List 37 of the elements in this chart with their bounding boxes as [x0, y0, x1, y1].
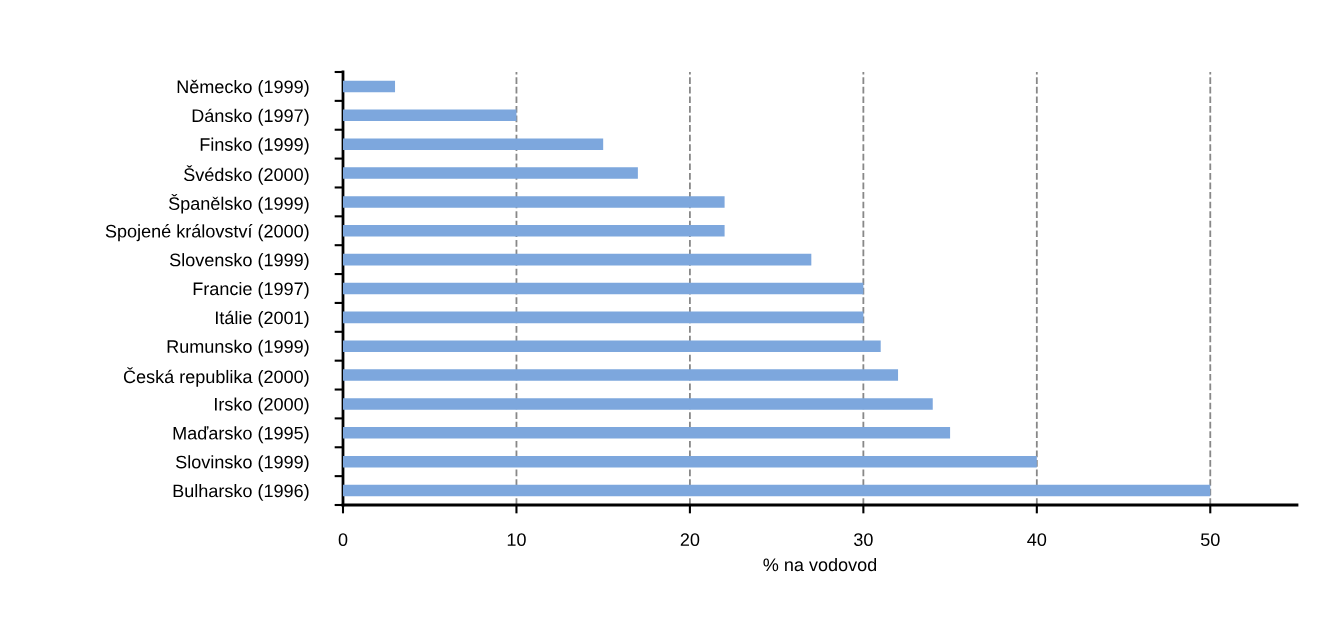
- bar: [343, 138, 604, 150]
- bar: [343, 253, 812, 266]
- bar: [343, 484, 1211, 497]
- bar: [343, 80, 396, 93]
- y-tick-label: Česká republika (2000): [123, 367, 309, 387]
- bar: [343, 109, 517, 122]
- x-tick-label: 20: [680, 533, 700, 547]
- y-tick-label: Slovensko (1999): [169, 253, 309, 270]
- bar: [343, 340, 881, 353]
- bar: [343, 455, 1037, 468]
- y-tick-label: Itálie (2001): [215, 310, 309, 328]
- y-tick-label: Rumunsko (1999): [167, 339, 309, 357]
- y-tick-label: Francie (1997): [193, 281, 309, 299]
- x-tick-label: 30: [854, 533, 873, 547]
- y-tick-label: Bulharsko (1996): [173, 484, 309, 501]
- y-tick-label: Spojené království (2000): [105, 224, 309, 242]
- x-tick-label: 0: [338, 533, 348, 547]
- bar: [343, 398, 933, 410]
- y-tick-label: Maďarsko (1995): [173, 426, 309, 444]
- x-tick-label: 40: [1027, 533, 1047, 547]
- bar: [343, 427, 951, 439]
- y-tick-label: Španělsko (1999): [168, 194, 309, 214]
- bar: [343, 167, 638, 179]
- bar: [343, 369, 899, 381]
- bar: [343, 196, 725, 208]
- bar: [343, 282, 864, 295]
- y-tick-label: Finsko (1999): [200, 137, 309, 155]
- x-tick-label: 50: [1200, 533, 1220, 547]
- y-tick-label: Švédsko (2000): [184, 165, 309, 185]
- bar: [343, 224, 725, 237]
- x-tick-label: 10: [507, 533, 526, 547]
- y-tick-label: Německo (1999): [177, 79, 309, 97]
- x-axis-title: % na vodovod: [763, 557, 877, 572]
- y-tick-label: Slovinsko (1999): [176, 455, 309, 472]
- y-tick-label: Irsko (2000): [215, 397, 309, 415]
- bar: [343, 311, 864, 324]
- y-tick-label: Dánsko (1997): [192, 108, 309, 126]
